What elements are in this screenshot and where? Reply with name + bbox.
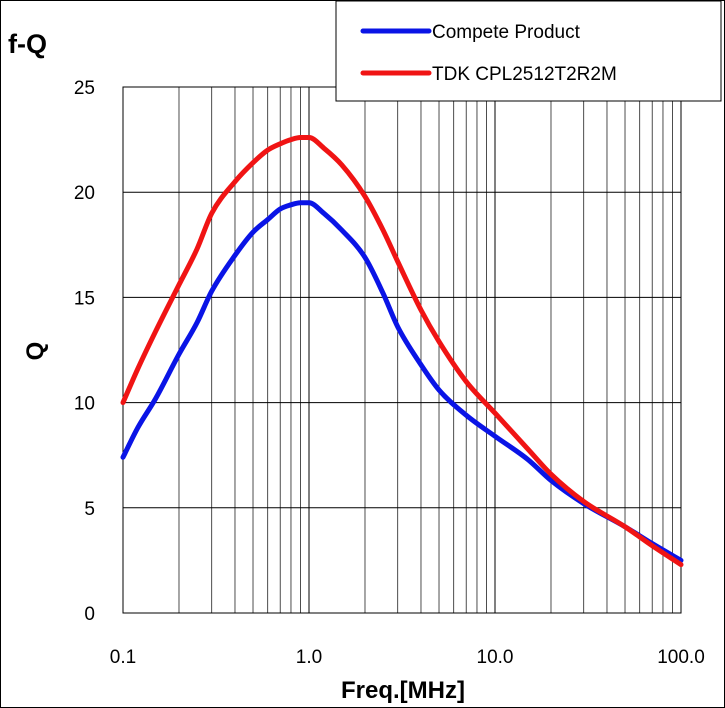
series-line-compete-product (120, 200, 684, 563)
x-tick-label: 1.0 (296, 647, 322, 668)
series-layer (120, 135, 684, 568)
legend-label-compete-product: Compete Product (432, 22, 581, 43)
x-axis-title: Freq.[MHz] (341, 677, 465, 704)
chart-title: f-Q (8, 29, 47, 59)
y-tick-label: 20 (74, 183, 95, 204)
y-tick-label: 25 (74, 78, 95, 99)
y-tick-label: 15 (74, 288, 95, 309)
series-line-tdk (120, 135, 684, 568)
legend: Compete Product TDK CPL2512T2R2M (335, 1, 722, 102)
x-tick-label: 10.0 (477, 647, 514, 668)
minor-gridlines (178, 87, 673, 613)
y-tick-labels: 0 5 10 15 20 25 (74, 78, 95, 625)
y-axis-title: Q (22, 342, 49, 361)
y-tick-label: 0 (84, 604, 95, 625)
major-gridlines (122, 86, 682, 614)
legend-label-tdk: TDK CPL2512T2R2M (432, 64, 617, 85)
x-tick-labels: 0.1 1.0 10.0 100.0 (110, 647, 705, 668)
y-tick-label: 5 (84, 499, 95, 520)
legend-box (335, 1, 722, 102)
x-tick-label: 0.1 (110, 647, 136, 668)
x-tick-label: 100.0 (657, 647, 705, 668)
plot-area (122, 86, 682, 614)
y-tick-label: 10 (74, 394, 95, 415)
